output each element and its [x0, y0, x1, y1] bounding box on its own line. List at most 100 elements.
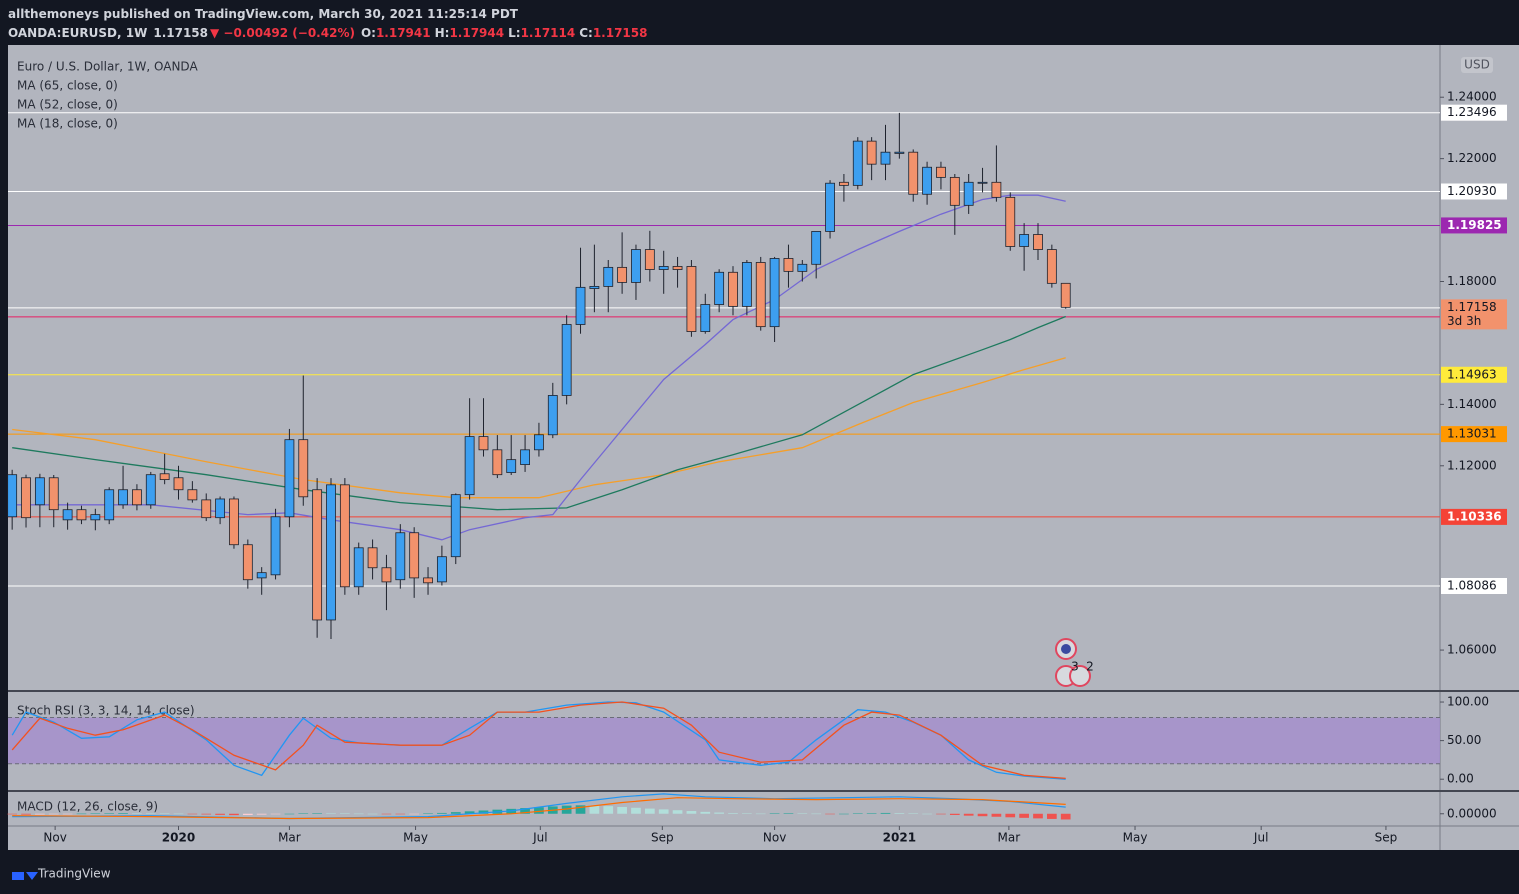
- candle-body: [339, 484, 350, 588]
- candle-body: [880, 151, 891, 165]
- histogram-bar: [631, 807, 641, 814]
- histogram-bar: [1019, 813, 1029, 818]
- indicator-line: [12, 357, 1066, 499]
- histogram-bar: [617, 806, 627, 814]
- candle-body: [159, 473, 170, 481]
- low: 1.17114: [521, 26, 576, 40]
- histogram-bar: [340, 813, 350, 814]
- x-tick-label: Nov: [763, 831, 786, 845]
- y-tick-label: 1.22000: [1447, 151, 1497, 165]
- histogram-bar: [769, 813, 780, 814]
- level-label: 1.19825: [1447, 218, 1502, 232]
- histogram-bar: [215, 813, 225, 815]
- histogram-bar: [825, 813, 835, 815]
- event-flag[interactable]: [1069, 665, 1091, 687]
- candle-body: [797, 263, 808, 272]
- candle-body: [215, 498, 226, 519]
- currency: USD: [1464, 58, 1490, 72]
- candle-body: [326, 484, 336, 621]
- candle-body: [436, 556, 447, 583]
- x-tick-label: Sep: [651, 831, 674, 845]
- candle-body: [48, 477, 59, 511]
- candle-body: [450, 494, 461, 558]
- candle-body: [963, 181, 974, 206]
- brand: TradingView: [37, 867, 111, 881]
- candle-body: [589, 286, 600, 289]
- histogram-bar: [852, 813, 863, 814]
- candle-body: [1046, 249, 1057, 284]
- candle-body: [728, 271, 738, 307]
- histogram-bar: [381, 813, 392, 815]
- candle-body: [603, 266, 614, 287]
- histogram-bar: [755, 813, 766, 815]
- histogram-bar: [1005, 813, 1016, 818]
- level-label: 1.08086: [1447, 579, 1497, 593]
- high: 1.17944: [449, 26, 504, 40]
- candle-body: [547, 395, 558, 436]
- candle-body: [34, 477, 45, 506]
- histogram-bar: [520, 808, 530, 814]
- candle-body: [298, 439, 309, 498]
- histogram-bar: [326, 813, 336, 814]
- level-label-box: [1441, 183, 1507, 200]
- publisher-text: allthemoneys published on TradingView.co…: [8, 7, 519, 21]
- event-count: 2: [1086, 660, 1094, 674]
- level-label-box: [1441, 217, 1507, 234]
- y-tick-label: 1.14000: [1447, 397, 1497, 411]
- histogram-bar: [1046, 813, 1057, 819]
- histogram-bar: [21, 813, 31, 815]
- change: ▼ −0.00492 (−0.42%): [210, 26, 355, 40]
- indicator-line: [11, 701, 1066, 780]
- last-price-box: [1441, 299, 1507, 330]
- candle-body: [534, 434, 544, 451]
- x-tick-label: Mar: [998, 831, 1021, 845]
- candle-body: [381, 567, 392, 583]
- x-tick-label: 2020: [162, 831, 195, 845]
- candle-body: [741, 262, 752, 307]
- histogram-bar: [797, 813, 808, 814]
- candle-body: [811, 231, 822, 265]
- c-label: C:: [579, 26, 593, 40]
- histogram-bar: [686, 811, 697, 814]
- level-label-box: [1441, 508, 1507, 525]
- histogram-bar: [256, 813, 267, 815]
- histogram-bar: [936, 813, 946, 815]
- time-axis-background: [8, 826, 1519, 850]
- candle-body: [395, 532, 406, 581]
- candle-body: [949, 176, 960, 206]
- histogram-bar: [811, 813, 822, 815]
- histogram-bar: [201, 813, 212, 815]
- event-count: 3: [1071, 660, 1079, 674]
- histogram-bar: [991, 813, 1002, 817]
- candle-body: [173, 477, 184, 491]
- candle-body: [353, 547, 364, 588]
- chart-title: Euro / U.S. Dollar, 1W, OANDA: [17, 60, 198, 74]
- histogram-bar: [561, 805, 572, 814]
- y-tick-label: 0.00000: [1447, 806, 1497, 820]
- histogram-bar: [880, 812, 891, 814]
- x-tick-label: Nov: [43, 831, 66, 845]
- histogram-bar: [534, 807, 544, 814]
- histogram-bar: [700, 811, 711, 814]
- histogram-bar: [783, 813, 794, 814]
- candle-body: [991, 181, 1002, 198]
- candle-body: [464, 436, 475, 496]
- candle-body: [229, 498, 239, 546]
- candle-body: [672, 266, 683, 270]
- histogram-bar: [270, 813, 281, 815]
- open: 1.17941: [376, 26, 431, 40]
- histogram-bar: [35, 813, 45, 815]
- o-label: O:: [361, 26, 376, 40]
- candle-body: [922, 166, 932, 195]
- level-label: 1.10336: [1447, 509, 1502, 523]
- candle-body: [256, 572, 267, 579]
- candle-body: [783, 258, 794, 272]
- legend-entry: MA (65, close, 0): [17, 79, 118, 93]
- pane-title: MACD (12, 26, close, 9): [17, 800, 158, 814]
- candle-body: [825, 182, 835, 232]
- histogram-bar: [90, 813, 101, 814]
- candle-body: [7, 474, 18, 518]
- candle-body: [839, 181, 849, 186]
- y-tick-label: 1.18000: [1447, 274, 1497, 288]
